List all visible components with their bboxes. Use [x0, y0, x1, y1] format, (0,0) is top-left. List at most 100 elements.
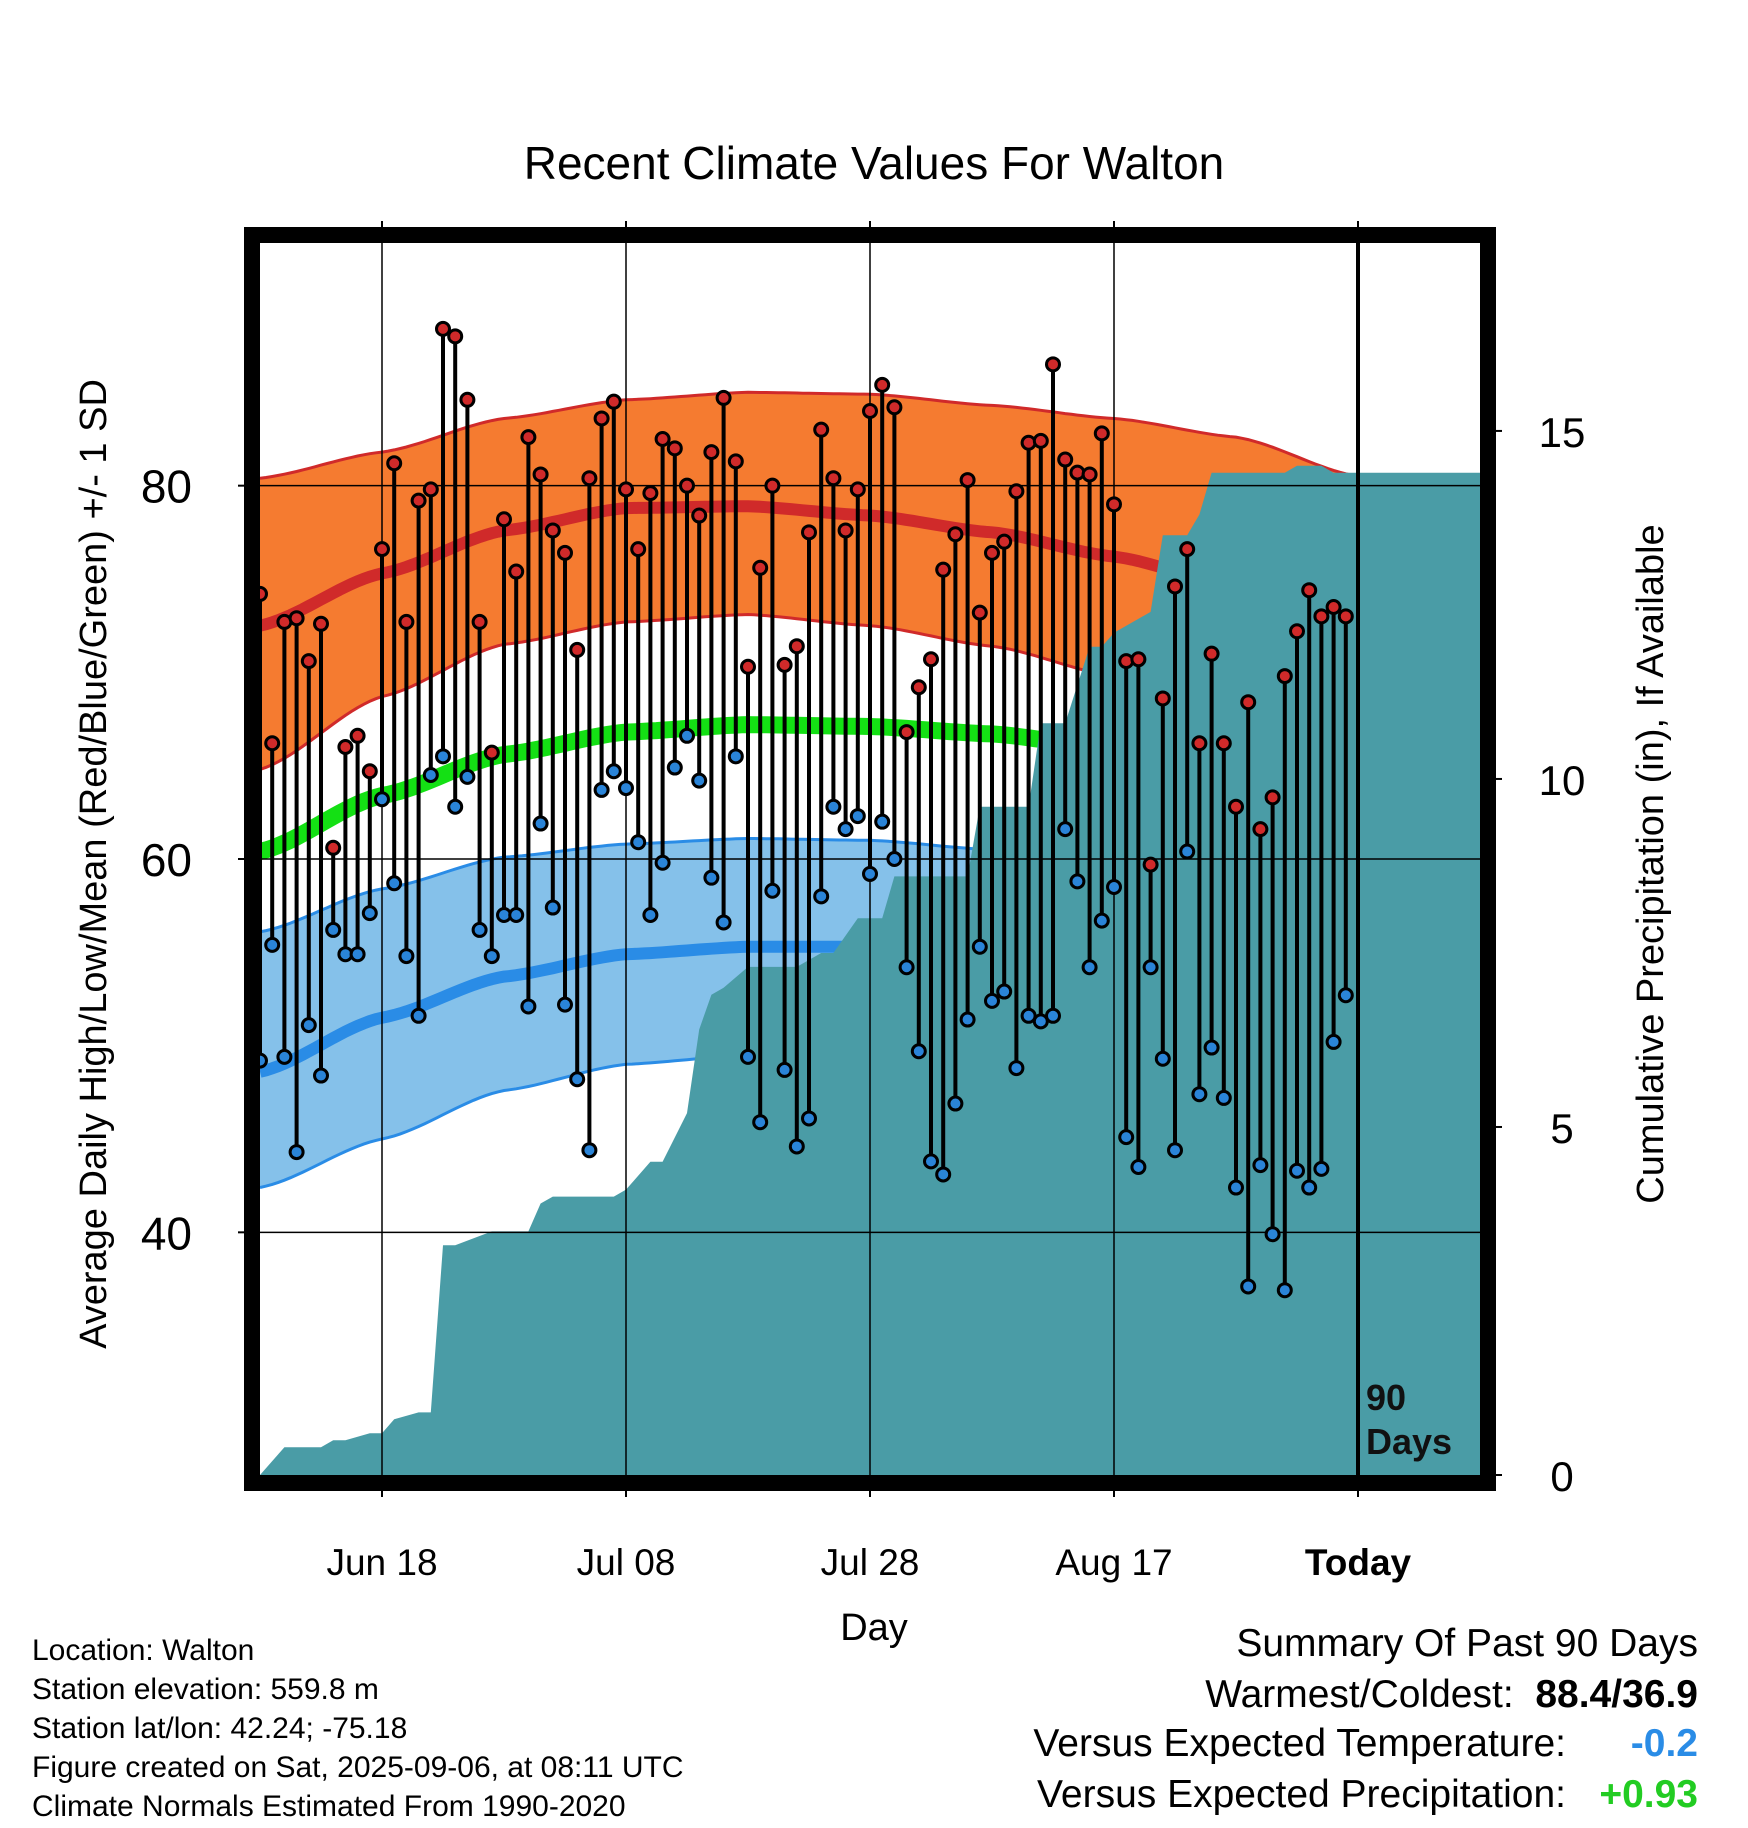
high-point	[557, 544, 573, 561]
low-point	[935, 1166, 952, 1183]
high-point	[1276, 668, 1293, 685]
low-point	[1240, 1278, 1257, 1295]
x-tick-label: Today	[1305, 1542, 1412, 1583]
low-point	[313, 1067, 329, 1084]
low-point	[276, 1048, 293, 1065]
high-point	[1313, 608, 1330, 625]
low-point	[1252, 1157, 1269, 1174]
high-point	[837, 522, 854, 539]
low-point	[1191, 1086, 1208, 1103]
low-point	[459, 768, 476, 785]
high-point	[862, 403, 878, 419]
high-point	[935, 561, 952, 578]
high-point	[520, 429, 537, 446]
x-tick-label: Jun 18	[326, 1542, 437, 1583]
low-point	[1106, 879, 1122, 895]
y-axis-label: Average Daily High/Low/Mean (Red/Blue/Gr…	[73, 379, 115, 1349]
high-point	[496, 511, 512, 528]
high-point	[776, 656, 793, 673]
x-axis-label: Day	[840, 1607, 908, 1649]
high-point	[605, 393, 622, 410]
high-point	[1008, 483, 1025, 500]
low-point	[435, 748, 451, 765]
high-point	[398, 613, 415, 630]
low-point	[1301, 1179, 1318, 1196]
low-point	[727, 748, 744, 765]
y2-axis-label: Cumulative Precipitation (in), If Availa…	[1630, 524, 1672, 1203]
low-point	[1337, 987, 1354, 1004]
y-tick-label: 80	[141, 461, 192, 513]
high-point	[483, 744, 500, 761]
y2-tick-label: 5	[1550, 1105, 1573, 1152]
summary-precip-value: +0.93	[1599, 1773, 1698, 1816]
x-tick-label: Jul 28	[821, 1542, 920, 1583]
low-point	[1142, 959, 1159, 976]
high-point	[642, 485, 659, 502]
high-point	[1191, 735, 1208, 752]
low-point	[898, 959, 915, 976]
high-point	[1301, 582, 1318, 599]
high-point	[886, 399, 903, 416]
high-point	[947, 526, 964, 543]
high-point	[1057, 451, 1074, 468]
low-point	[483, 948, 500, 965]
summary-title: Summary Of Past 90 Days	[1236, 1622, 1698, 1665]
low-point	[1313, 1160, 1330, 1177]
low-point	[398, 948, 415, 965]
high-point	[727, 453, 744, 470]
low-point	[703, 869, 720, 886]
low-point	[1057, 821, 1074, 838]
high-point	[508, 563, 525, 580]
y2-tick-label: 10	[1539, 757, 1586, 804]
summary-warmest-coldest: Warmest/Coldest: 88.4/36.9	[1205, 1673, 1698, 1717]
footer-elevation: Station elevation: 559.8 m	[32, 1673, 379, 1706]
low-point	[1215, 1089, 1232, 1106]
high-point	[569, 641, 586, 658]
low-point	[288, 1144, 305, 1161]
low-point	[740, 1048, 756, 1065]
low-point	[1045, 1007, 1061, 1024]
high-point	[264, 735, 281, 752]
low-point	[1130, 1159, 1147, 1175]
low-point	[422, 767, 439, 783]
high-point	[703, 444, 720, 461]
high-point	[325, 839, 342, 856]
high-point	[910, 679, 927, 696]
high-point	[1167, 578, 1183, 595]
low-point	[447, 798, 464, 815]
low-point	[1179, 843, 1196, 860]
chart-title: Recent Climate Values For Walton	[524, 137, 1225, 189]
low-point	[569, 1071, 586, 1088]
high-point	[959, 472, 976, 489]
low-point	[776, 1061, 793, 1078]
low-point	[630, 834, 647, 851]
low-point	[300, 1017, 317, 1034]
high-point	[740, 658, 756, 675]
high-point	[752, 559, 769, 576]
summary-temp-value: -0.2	[1630, 1722, 1698, 1765]
low-point	[544, 899, 561, 916]
low-point	[666, 759, 683, 776]
low-point	[971, 938, 988, 955]
high-point	[618, 481, 634, 498]
low-point	[1203, 1039, 1220, 1056]
y2-tick-label: 15	[1539, 409, 1586, 456]
high-point	[447, 328, 464, 345]
low-point	[764, 882, 781, 899]
summary-temp-label: Versus Expected Temperature:	[1033, 1722, 1566, 1765]
high-point	[654, 431, 671, 447]
y2-tick-label: 0	[1550, 1453, 1573, 1500]
high-point	[788, 638, 805, 655]
low-point	[374, 791, 390, 808]
high-point	[581, 470, 598, 487]
high-point	[1142, 856, 1159, 873]
high-point	[1264, 789, 1281, 806]
x-tick-label: Aug 17	[1055, 1542, 1172, 1583]
high-point	[337, 739, 354, 755]
high-point	[1081, 466, 1098, 483]
high-point	[422, 481, 439, 498]
high-point	[1106, 496, 1122, 513]
high-point	[1032, 432, 1049, 449]
low-point	[1008, 1060, 1025, 1077]
